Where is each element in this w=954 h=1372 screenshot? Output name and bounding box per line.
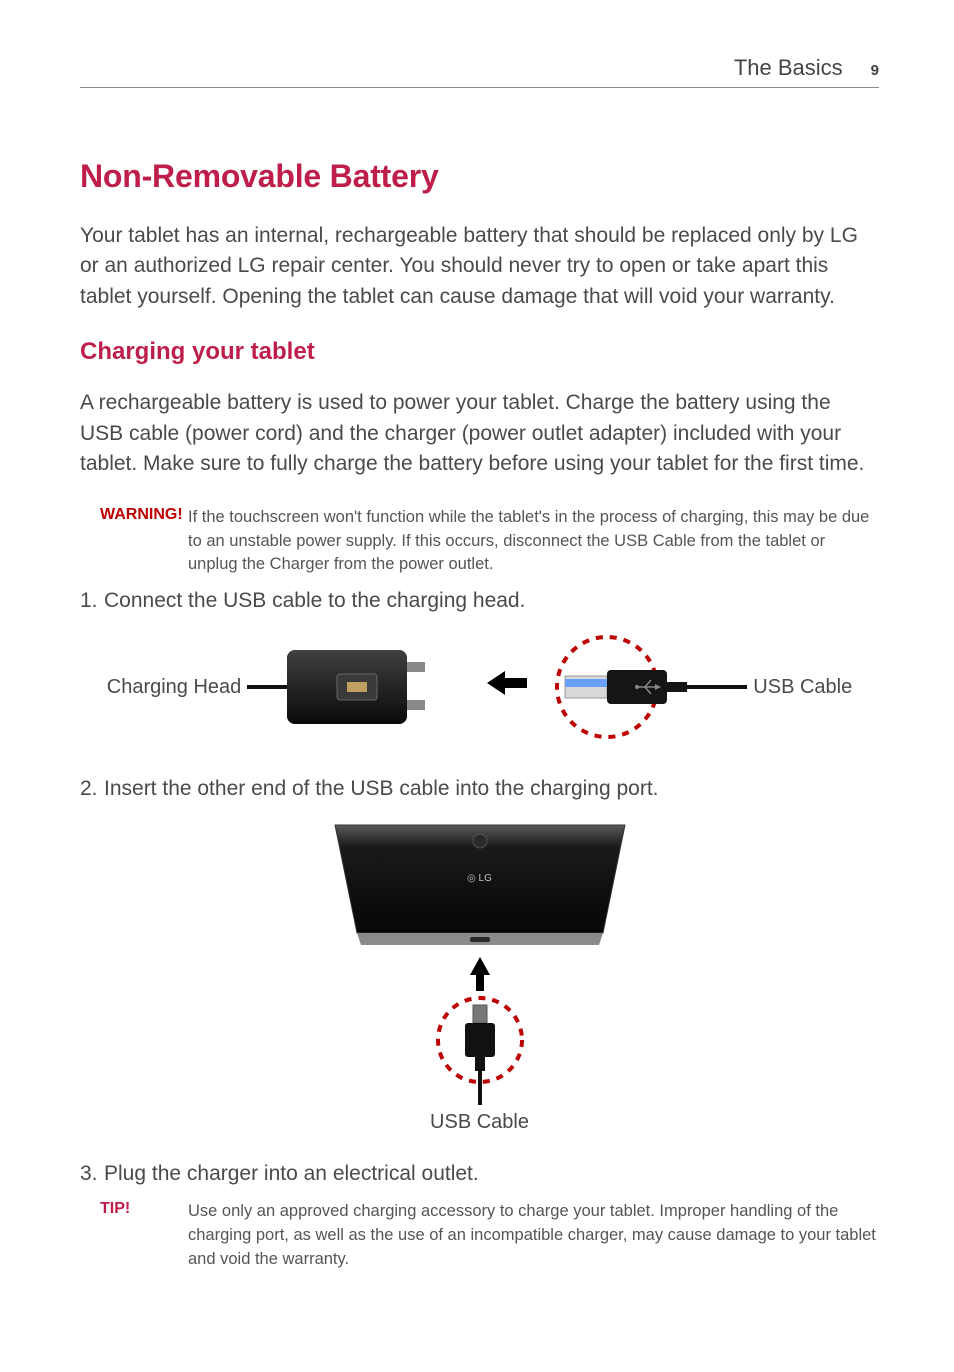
tablet-usb-diagram-icon: ◎ LG xyxy=(315,815,645,1105)
page: The Basics 9 Non-Removable Battery Your … xyxy=(0,0,954,1372)
header-section-title: The Basics xyxy=(734,55,843,81)
svg-text:◎ LG: ◎ LG xyxy=(467,873,492,884)
page-title: Non-Removable Battery xyxy=(80,158,879,195)
step-2-number: 2. xyxy=(80,777,104,801)
step-3-text: Plug the charger into an electrical outl… xyxy=(104,1162,479,1186)
intro-paragraph: Your tablet has an internal, rechargeabl… xyxy=(80,221,879,312)
tip-label: TIP! xyxy=(100,1200,188,1272)
figure-2-caption: USB Cable xyxy=(430,1111,529,1134)
arrow-left-icon xyxy=(487,668,527,707)
header-page-number: 9 xyxy=(871,62,879,79)
figure-1: Charging Head xyxy=(80,627,879,747)
warning-body: If the touchscreen won't function while … xyxy=(188,506,879,578)
tip-body: Use only an approved charging accessory … xyxy=(188,1200,879,1272)
step-2: 2. Insert the other end of the USB cable… xyxy=(80,777,879,801)
warning-admonition: WARNING! If the touchscreen won't functi… xyxy=(100,506,879,578)
subsection-title: Charging your tablet xyxy=(80,338,879,366)
step-2-text: Insert the other end of the USB cable in… xyxy=(104,777,659,801)
figure-1-right-label: USB Cable xyxy=(753,676,852,699)
figure-1-left-label: Charging Head xyxy=(107,676,242,699)
step-1: 1. Connect the USB cable to the charging… xyxy=(80,589,879,613)
step-1-text: Connect the USB cable to the charging he… xyxy=(104,589,525,613)
page-header: The Basics 9 xyxy=(80,55,879,88)
step-3: 3. Plug the charger into an electrical o… xyxy=(80,1162,879,1186)
subsection-body: A rechargeable battery is used to power … xyxy=(80,388,879,479)
figure-2: ◎ LG USB Cable xyxy=(80,815,879,1134)
step-3-number: 3. xyxy=(80,1162,104,1186)
tip-admonition: TIP! Use only an approved charging acces… xyxy=(100,1200,879,1272)
step-1-number: 1. xyxy=(80,589,104,613)
charging-head-icon xyxy=(247,632,477,742)
warning-label: WARNING! xyxy=(100,506,188,578)
usb-cable-icon xyxy=(537,632,747,742)
